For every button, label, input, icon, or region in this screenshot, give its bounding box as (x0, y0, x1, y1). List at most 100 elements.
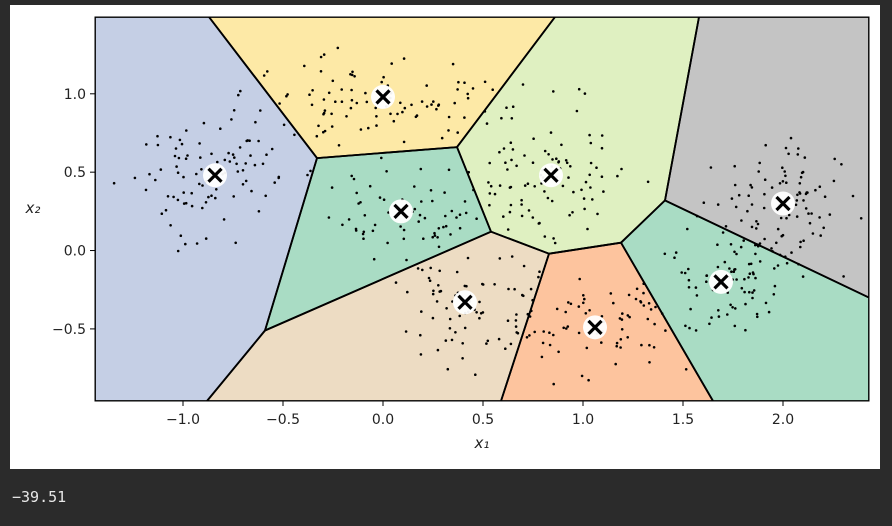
data-point (525, 336, 529, 339)
data-point (238, 146, 242, 149)
data-point (735, 278, 738, 281)
data-point (190, 204, 194, 208)
data-point (378, 196, 382, 199)
data-point (619, 338, 623, 341)
data-point (458, 226, 462, 230)
data-point (773, 284, 777, 288)
data-point (739, 245, 743, 249)
data-point (423, 216, 427, 220)
data-point (475, 217, 478, 220)
centroid-x-stroke (393, 203, 409, 219)
data-point (733, 324, 737, 328)
data-point (431, 292, 435, 296)
data-point (453, 101, 457, 105)
data-point (799, 240, 802, 244)
data-point (750, 203, 754, 206)
data-point (733, 183, 737, 187)
data-point (580, 188, 583, 192)
data-point (747, 194, 750, 197)
data-point (730, 270, 733, 274)
data-point (527, 209, 531, 212)
data-point (772, 293, 776, 296)
data-point (509, 141, 513, 144)
data-point (798, 192, 802, 195)
data-point (244, 162, 247, 165)
data-point (347, 218, 351, 221)
x-tick-label: 2.0 (772, 412, 794, 428)
data-point (404, 330, 408, 333)
data-point (571, 211, 574, 214)
region-boundary-4 (664, 17, 869, 299)
data-point (511, 148, 515, 151)
data-point (755, 312, 759, 316)
data-point (755, 220, 758, 223)
data-point (489, 184, 493, 188)
data-point (270, 147, 274, 151)
data-point (628, 315, 631, 319)
centroid-marker-4 (771, 191, 795, 216)
data-point (721, 231, 725, 234)
data-point (552, 90, 555, 93)
data-point (319, 55, 323, 59)
x-tick-label: 0.0 (372, 412, 394, 428)
data-point (390, 62, 394, 65)
data-point (803, 156, 807, 159)
data-point (310, 103, 314, 107)
data-point (561, 184, 565, 188)
data-point (306, 173, 309, 177)
data-point (210, 152, 213, 156)
y-axis-label: x₂ (25, 199, 41, 217)
data-point (615, 344, 618, 348)
data-point (747, 262, 751, 266)
data-point (200, 168, 203, 171)
data-point (182, 175, 185, 179)
data-point (380, 156, 383, 160)
data-point (500, 116, 503, 120)
data-point (245, 139, 248, 143)
data-point (454, 331, 457, 334)
data-point (330, 125, 334, 128)
data-point (737, 193, 741, 197)
data-point (178, 138, 182, 142)
data-point (474, 373, 477, 377)
plot-output-cell: −1.0 −0.5 0.0 0.5 1.0 1.5 2.0 −0.5 0.0 0.5 1.0 x₁… (10, 5, 880, 469)
data-point (620, 328, 624, 331)
data-point (689, 307, 692, 311)
data-point (502, 147, 506, 150)
data-point (783, 170, 786, 173)
data-point (787, 152, 790, 156)
data-point (716, 203, 720, 206)
data-point (201, 184, 204, 187)
data-point (264, 194, 267, 198)
data-point (784, 255, 787, 258)
data-point (763, 237, 766, 241)
data-point (374, 106, 378, 110)
data-point (621, 312, 624, 315)
data-point (315, 134, 319, 138)
data-point (436, 236, 439, 239)
data-point (674, 251, 678, 254)
data-point (466, 96, 470, 100)
data-point (159, 168, 163, 171)
data-point (763, 178, 767, 181)
data-point (237, 93, 240, 97)
voronoi-region-0 (95, 17, 317, 401)
data-point (447, 129, 450, 132)
data-point (819, 234, 822, 237)
data-point (216, 160, 219, 164)
data-point (814, 188, 817, 192)
regions-layer (95, 17, 869, 401)
data-point (770, 186, 774, 189)
centroid-x-stroke (375, 89, 391, 105)
data-point (394, 281, 398, 284)
data-point (615, 341, 619, 345)
data-point (322, 130, 325, 134)
data-point (549, 131, 553, 134)
data-point (438, 290, 442, 293)
data-point (488, 192, 492, 195)
data-point (686, 227, 689, 231)
data-point (254, 120, 257, 124)
data-point (734, 307, 737, 310)
data-point (514, 319, 518, 322)
data-point (323, 109, 327, 112)
